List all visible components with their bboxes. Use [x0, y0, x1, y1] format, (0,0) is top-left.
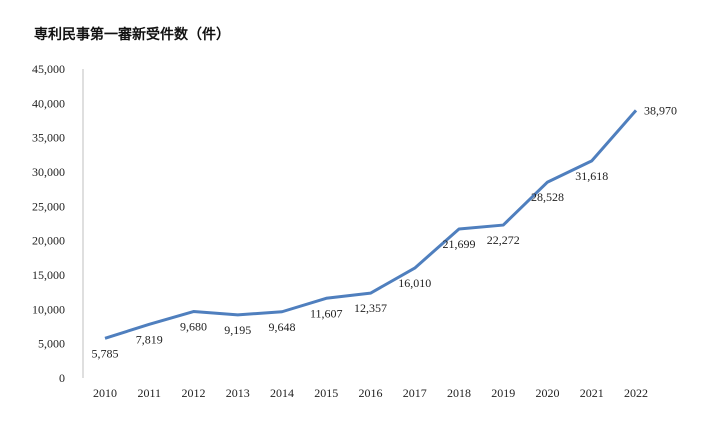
data-label: 28,528	[531, 190, 564, 204]
x-tick-label: 2014	[270, 386, 294, 400]
data-label: 38,970	[644, 103, 677, 117]
x-tick-label: 2021	[580, 386, 604, 400]
data-label: 7,819	[136, 332, 163, 346]
y-tick-label: 0	[59, 371, 65, 385]
data-label: 22,272	[487, 233, 520, 247]
series-line	[104, 109, 638, 340]
data-label: 5,785	[92, 346, 119, 360]
data-label: 31,618	[575, 169, 608, 183]
x-tick-label: 2022	[624, 386, 648, 400]
y-tick-label: 20,000	[32, 234, 65, 248]
y-tick-label: 40,000	[32, 96, 65, 110]
x-tick-label: 2020	[536, 386, 560, 400]
y-tick-label: 35,000	[32, 131, 65, 145]
data-labels: 5,785 7,819 9,680 9,195 9,648 11,607 12,357 16,…	[92, 103, 678, 360]
data-label: 11,607	[310, 306, 343, 320]
data-label: 12,357	[354, 301, 387, 315]
chart-title: 専利民事第一審新受件数（件）	[34, 27, 230, 43]
x-tick-labels: 2010 2011 2012 2013 2014 2015 2016 2017 2018 2019…	[93, 386, 648, 400]
y-tick-label: 25,000	[32, 199, 65, 213]
x-tick-label: 2016	[359, 386, 383, 400]
y-tick-label: 15,000	[32, 268, 65, 282]
y-tick-label: 45,000	[32, 62, 65, 76]
data-label: 9,680	[180, 320, 207, 334]
y-tick-labels: 0 5,000 10,000 15,000 20,000 25,000 30,000 35,0…	[32, 62, 65, 385]
x-tick-label: 2010	[93, 386, 117, 400]
x-tick-label: 2012	[182, 386, 206, 400]
y-tick-label: 30,000	[32, 165, 65, 179]
x-tick-label: 2015	[314, 386, 338, 400]
x-tick-label: 2013	[226, 386, 250, 400]
data-label: 9,648	[269, 320, 296, 334]
data-label: 9,195	[224, 323, 251, 337]
data-label: 16,010	[398, 276, 431, 290]
data-label: 21,699	[443, 237, 476, 251]
x-tick-label: 2018	[447, 386, 471, 400]
x-tick-label: 2017	[403, 386, 427, 400]
x-tick-label: 2019	[491, 386, 515, 400]
x-tick-label: 2011	[137, 386, 161, 400]
y-tick-label: 10,000	[32, 302, 65, 316]
y-tick-label: 5,000	[38, 337, 65, 351]
